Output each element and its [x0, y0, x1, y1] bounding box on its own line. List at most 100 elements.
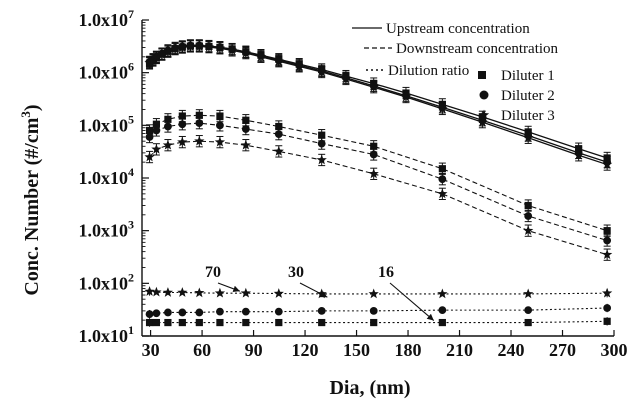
- data-point: [195, 111, 203, 119]
- series-line: [149, 45, 608, 166]
- legend-marker-diluter3-label: Diluter 3: [501, 108, 555, 124]
- data-point: [151, 143, 162, 154]
- y-tick-label: 1.0x103: [79, 218, 135, 241]
- series-dilution-diluter-3: [144, 286, 613, 299]
- data-point: [369, 150, 378, 159]
- data-point: [216, 307, 224, 316]
- legend-marker-diluter2-label: Diluter 2: [501, 88, 555, 104]
- y-axis-title-superscript: 3: [18, 111, 33, 118]
- data-point: [368, 168, 379, 179]
- data-point: [438, 165, 446, 173]
- legend-marker-diluter1-label: Diluter 1: [501, 68, 555, 84]
- data-point: [151, 286, 162, 297]
- annotation-arrow: [389, 282, 435, 321]
- data-point: [240, 287, 251, 298]
- data-point: [573, 149, 584, 160]
- data-point: [316, 154, 327, 165]
- x-tick-label: 210: [446, 340, 473, 360]
- data-point: [317, 139, 326, 148]
- data-point: [369, 306, 378, 315]
- series-downstream-diluter-3: [144, 135, 613, 261]
- data-point: [195, 119, 204, 128]
- x-tick-label: 180: [395, 340, 422, 360]
- y-axis-title: Conc. Number (#/cm3): [18, 104, 43, 295]
- data-point: [162, 46, 174, 57]
- data-point: [603, 236, 612, 245]
- data-point: [194, 135, 205, 146]
- y-tick-label: 1.0x101: [79, 323, 135, 346]
- data-point: [178, 112, 186, 120]
- x-tick-label: 60: [193, 340, 211, 360]
- data-point: [216, 112, 224, 120]
- data-point: [144, 57, 155, 68]
- x-tick-label: 270: [549, 340, 576, 360]
- data-point: [216, 121, 224, 130]
- data-point: [216, 318, 224, 327]
- series-downstream-diluter-1: [145, 109, 611, 237]
- data-point: [524, 318, 532, 327]
- data-point: [164, 115, 172, 123]
- y-axis-title-base: Conc. Number (#/cm: [21, 117, 43, 295]
- data-point: [437, 103, 448, 114]
- data-point: [274, 130, 283, 139]
- data-point: [240, 47, 251, 58]
- data-point: [255, 51, 267, 62]
- data-point: [152, 120, 161, 128]
- series-upstream-diluter-3: [144, 40, 613, 171]
- data-point: [177, 42, 188, 52]
- data-point: [318, 131, 326, 139]
- legend-star-shape: [478, 109, 490, 120]
- series-dilution-diluter-1: [145, 317, 611, 327]
- data-point: [318, 318, 326, 327]
- data-point: [340, 73, 352, 84]
- data-point: [145, 126, 154, 135]
- data-point: [523, 132, 534, 143]
- annotation-30: 30: [288, 264, 304, 281]
- data-point: [144, 286, 155, 296]
- data-point: [152, 309, 161, 318]
- y-tick-label: 1.0x104: [79, 165, 135, 188]
- data-point: [275, 122, 283, 131]
- data-point: [164, 308, 172, 317]
- data-point: [316, 288, 327, 299]
- data-point: [240, 139, 251, 150]
- data-point: [368, 288, 379, 299]
- data-point: [602, 249, 613, 260]
- data-point: [145, 318, 154, 327]
- x-tick-label: 240: [498, 340, 525, 360]
- y-tick-label: 1.0x105: [79, 112, 135, 135]
- data-point: [603, 227, 611, 235]
- data-point: [185, 41, 196, 51]
- data-point: [273, 55, 284, 66]
- data-point: [438, 318, 446, 327]
- data-point: [226, 44, 238, 55]
- data-point: [400, 91, 412, 102]
- legend-square-marker: [478, 71, 486, 79]
- data-point: [195, 318, 203, 327]
- data-point: [316, 66, 327, 77]
- legend-markers: Diluter 1 Diluter 2 Diluter 3: [478, 68, 555, 124]
- series-line: [149, 114, 608, 232]
- data-point: [156, 49, 168, 59]
- data-point: [437, 288, 448, 299]
- y-tick-label: 1.0x107: [79, 7, 135, 30]
- data-point: [275, 318, 283, 327]
- legend-line-solid-label: Upstream concentration: [386, 21, 530, 37]
- data-point: [214, 136, 226, 147]
- annotation-arrow: [217, 282, 241, 292]
- data-point: [370, 142, 378, 150]
- data-point: [178, 318, 186, 327]
- annotations: 70 30 16: [205, 264, 435, 321]
- y-tick-label: 1.0x102: [79, 270, 135, 293]
- data-point: [194, 41, 205, 51]
- data-point: [602, 287, 613, 298]
- legend-lines: Upstream concentration Downstream concen…: [352, 21, 559, 79]
- x-tick-label: 120: [292, 340, 319, 360]
- data-point: [162, 287, 174, 297]
- x-tick-label: 150: [343, 340, 370, 360]
- data-point: [144, 151, 155, 162]
- data-point: [147, 54, 159, 65]
- data-point: [524, 306, 533, 315]
- data-point: [368, 81, 379, 92]
